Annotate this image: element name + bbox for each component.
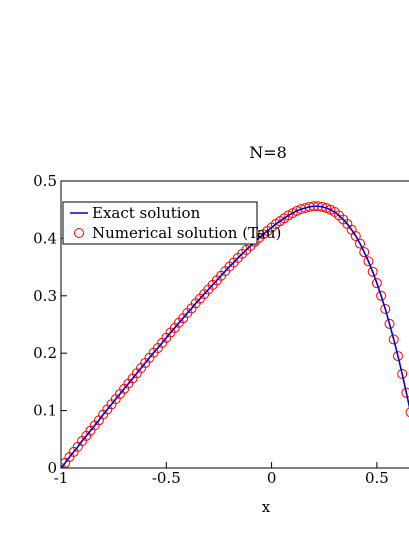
legend: Exact solution Numerical solution (Tau) [63,202,281,244]
chart-title: N=8 [249,143,287,162]
y-tick-label: 0.1 [33,402,57,420]
y-tick-label: 0 [47,459,57,477]
x-tick-label: -0.5 [152,469,181,487]
legend-label-exact: Exact solution [92,204,201,222]
x-tick-label: 0 [267,469,277,487]
y-tick-label: 0.3 [33,287,57,305]
y-axis-ticks: 0 0.1 0.2 0.3 0.4 0.5 [33,172,67,477]
exact-solution-line [61,206,409,468]
legend-label-tau: Numerical solution (Tau) [92,224,281,242]
x-tick-label: 0.5 [365,469,389,487]
y-tick-label: 0.5 [33,172,57,190]
x-axis-label: x [262,498,271,516]
y-tick-label: 0.2 [33,344,57,362]
y-tick-label: 0.4 [33,229,57,247]
